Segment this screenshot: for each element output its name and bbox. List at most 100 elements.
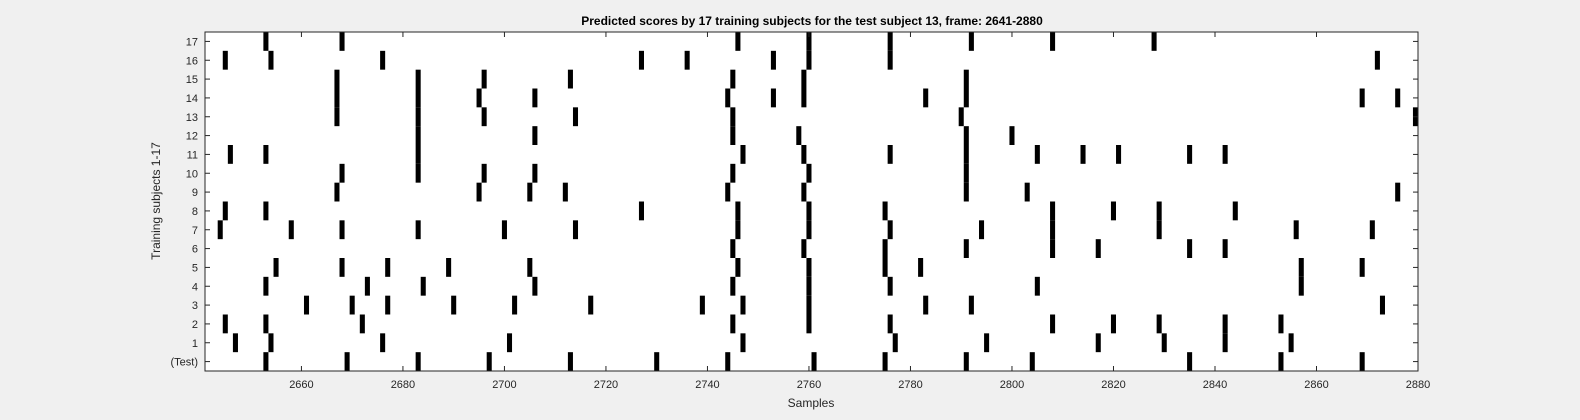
raster-mark	[481, 69, 487, 89]
raster-mark	[1151, 32, 1157, 51]
raster-mark	[349, 295, 355, 315]
raster-mark	[801, 69, 807, 89]
raster-mark	[963, 352, 969, 371]
raster-mark	[1298, 276, 1304, 296]
raster-mark	[958, 107, 964, 127]
raster-mark	[963, 163, 969, 183]
raster-mark	[415, 107, 421, 127]
raster-mark	[364, 276, 370, 296]
raster-mark	[1293, 220, 1299, 240]
raster-mark	[263, 201, 269, 221]
raster-mark	[481, 107, 487, 127]
x-axis-label: Samples	[788, 396, 835, 410]
raster-mark	[1034, 276, 1040, 296]
raster-mark	[1374, 50, 1380, 70]
raster-mark	[735, 220, 741, 240]
y-tick-label: 16	[186, 55, 198, 67]
raster-mark	[730, 126, 736, 145]
y-tick-label: 1	[192, 338, 198, 350]
raster-mark	[1161, 333, 1167, 353]
x-tick-label: 2700	[492, 379, 516, 391]
raster-mark	[725, 88, 731, 108]
raster-mark	[344, 352, 350, 371]
raster-mark	[1187, 145, 1193, 164]
raster-mark	[1288, 333, 1294, 353]
raster-mark	[770, 50, 776, 70]
x-tick-label: 2740	[695, 379, 719, 391]
raster-mark	[1050, 220, 1056, 240]
raster-mark	[232, 333, 238, 353]
raster-mark	[501, 220, 507, 240]
raster-mark	[222, 201, 228, 221]
y-tick-label: 17	[186, 36, 198, 48]
raster-mark	[887, 220, 893, 240]
chart-title: Predicted scores by 17 training subjects…	[581, 14, 1043, 28]
raster-mark	[1187, 239, 1193, 258]
raster-mark	[1050, 32, 1056, 51]
raster-mark	[1379, 295, 1385, 315]
raster-mark	[963, 182, 969, 202]
x-tick-label: 2820	[1101, 379, 1125, 391]
raster-mark	[1298, 258, 1304, 277]
raster-mark	[1156, 201, 1162, 221]
x-tick-label: 2760	[797, 379, 821, 391]
raster-mark	[268, 50, 274, 70]
raster-mark	[415, 352, 421, 371]
y-tick-label: 10	[186, 168, 198, 180]
y-tick-label: 3	[192, 300, 198, 312]
raster-mark	[963, 145, 969, 164]
raster-mark	[654, 352, 660, 371]
raster-mark	[415, 69, 421, 89]
x-axis: 2660 2680 2700 2720 2740 2760 2780 2800 2820 2840…	[289, 32, 1430, 391]
raster-mark	[1095, 333, 1101, 353]
raster-mark	[979, 220, 985, 240]
raster-mark	[1095, 239, 1101, 258]
raster-mark	[562, 182, 568, 202]
raster-mark	[222, 50, 228, 70]
raster-mark	[1278, 352, 1284, 371]
raster-mark	[806, 314, 812, 334]
raster-mark	[1222, 333, 1228, 353]
raster-mark	[273, 258, 279, 277]
raster-mark	[303, 295, 310, 315]
raster-mark	[730, 239, 736, 258]
y-tick-label: 13	[186, 112, 198, 124]
raster-mark	[923, 295, 929, 315]
raster-mark	[222, 314, 228, 334]
raster-mark	[451, 295, 457, 315]
raster-mark	[887, 314, 893, 334]
raster-mark	[263, 352, 269, 371]
raster-mark	[1395, 88, 1401, 108]
y-tick-label: 4	[192, 281, 198, 293]
raster-mark	[527, 258, 533, 277]
x-tick-label: 2720	[594, 379, 618, 391]
raster-mark	[984, 333, 990, 353]
y-tick-label: 7	[192, 225, 198, 237]
raster-mark	[1359, 352, 1365, 371]
raster-mark	[339, 32, 345, 51]
raster-mark	[882, 201, 888, 221]
raster-mark	[882, 258, 888, 277]
raster-mark	[1156, 220, 1162, 240]
raster-mark	[730, 163, 736, 183]
raster-mark	[1050, 314, 1056, 334]
raster-mark	[263, 276, 269, 296]
y-tick-label: 6	[192, 244, 198, 256]
raster-mark	[730, 314, 736, 334]
raster-mark	[963, 69, 969, 89]
raster-mark	[339, 163, 345, 183]
raster-mark	[740, 333, 746, 353]
raster-mark	[532, 88, 538, 108]
raster-mark	[334, 182, 340, 202]
raster-mark	[882, 352, 888, 371]
raster-mark	[923, 88, 929, 108]
raster-mark	[1395, 182, 1401, 202]
x-tick-label: 2840	[1203, 379, 1227, 391]
raster-mark	[527, 182, 533, 202]
y-tick-label: 2	[192, 319, 198, 331]
raster-mark	[806, 201, 812, 221]
raster-mark	[506, 333, 513, 353]
raster-mark	[968, 295, 974, 315]
raster-mark	[420, 276, 426, 296]
